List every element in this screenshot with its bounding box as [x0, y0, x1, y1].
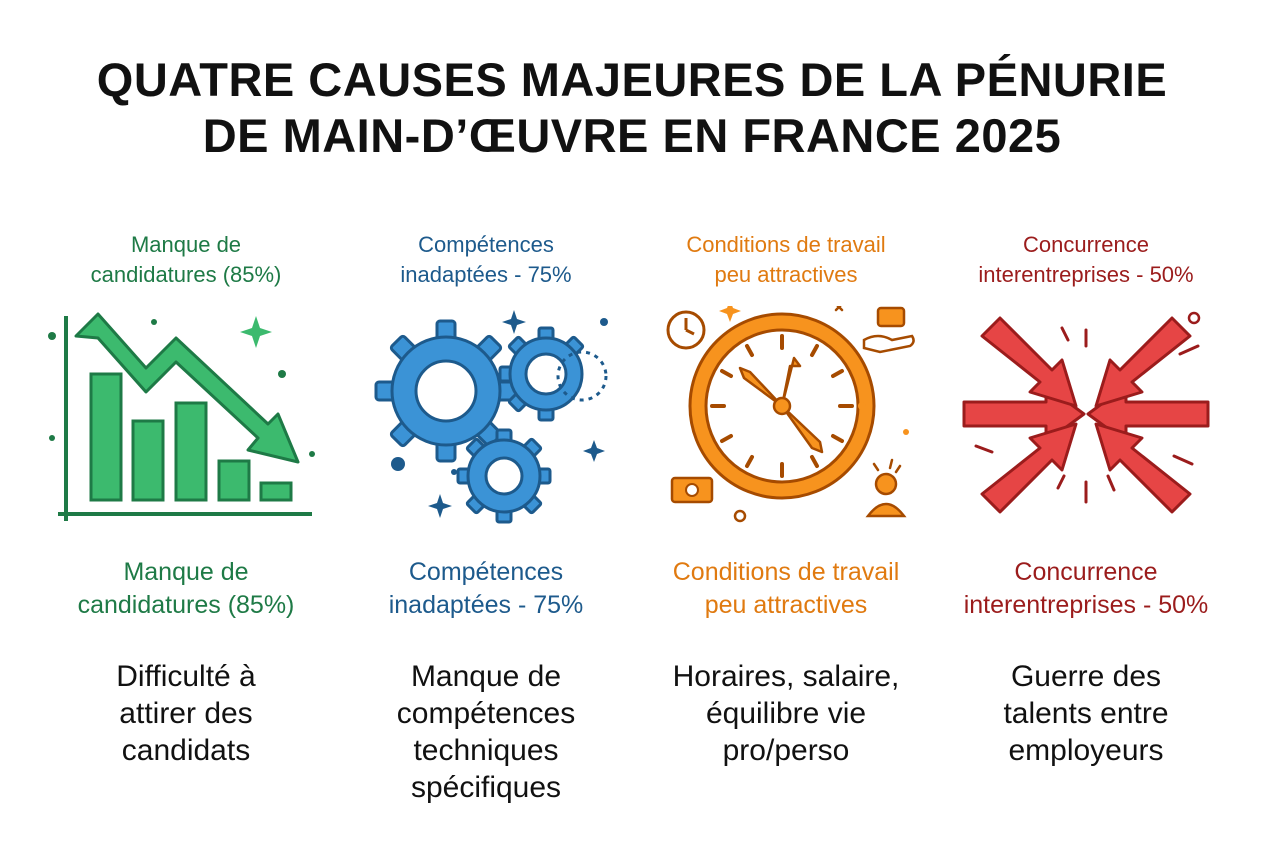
top-label-line: Concurrence	[1023, 232, 1149, 257]
label-line: Concurrence	[1014, 558, 1158, 586]
cause-description: Difficulté à attirer des candidats	[36, 658, 336, 769]
description-line: attirer des	[119, 697, 253, 730]
converging-arrows-icon	[962, 311, 1210, 514]
title-line-1: QUATRE CAUSES MAJEURES DE LA PÉNURIE	[96, 53, 1168, 106]
description-line: spécifiques	[410, 771, 562, 804]
cause-top-label: Compétences inadaptées - 75%	[336, 230, 636, 290]
label-line: interentreprises - 50%	[963, 591, 1209, 619]
description-line: talents entre	[1003, 697, 1169, 730]
top-label-line: Compétences	[418, 232, 554, 257]
gears-icon	[374, 310, 608, 524]
cause-column-conditions: Conditions de travail peu attractives	[636, 226, 936, 826]
cause-column-candidatures: Manque de candidatures (85%) Manque de c…	[36, 226, 336, 826]
top-label-line: candidatures (85%)	[90, 262, 282, 287]
label-line: inadaptées - 75%	[388, 591, 584, 619]
description-line: employeurs	[1008, 734, 1164, 767]
label-line: Compétences	[408, 558, 564, 586]
description-line: techniques	[413, 734, 559, 767]
description-line: pro/perso	[722, 734, 850, 767]
page-title: QUATRE CAUSES MAJEURES DE LA PÉNURIE DE …	[0, 52, 1264, 164]
top-label-line: inadaptées - 75%	[400, 262, 572, 287]
cause-top-label: Conditions de travail peu attractives	[636, 230, 936, 290]
description-line: compétences	[396, 697, 576, 730]
description-line: Guerre des	[1010, 660, 1162, 693]
top-label-line: peu attractives	[714, 262, 858, 287]
title-line-2: DE MAIN-D’ŒUVRE EN FRANCE 2025	[202, 109, 1062, 162]
cause-top-label: Concurrence interentreprises - 50%	[936, 230, 1236, 290]
cause-top-label: Manque de candidatures (85%)	[36, 230, 336, 290]
cause-description: Horaires, salaire, équilibre vie pro/per…	[636, 658, 936, 769]
cause-label: Manque de candidatures (85%)	[36, 556, 336, 622]
cause-column-concurrence: Concurrence interentreprises - 50%	[936, 226, 1236, 826]
cause-column-competences: Compétences inadaptées - 75%	[336, 226, 636, 826]
top-label-line: Manque de	[130, 232, 242, 257]
cause-label: Compétences inadaptées - 75%	[336, 556, 636, 622]
label-line: Manque de	[123, 558, 249, 586]
label-line: peu attractives	[704, 591, 868, 619]
label-line: Conditions de travail	[672, 558, 900, 586]
cause-description: Guerre des talents entre employeurs	[936, 658, 1236, 769]
label-line: candidatures (85%)	[77, 591, 295, 619]
declining-bar-chart-icon	[48, 312, 315, 521]
clock-icon	[666, 306, 915, 523]
cause-label: Concurrence interentreprises - 50%	[936, 556, 1236, 622]
top-label-line: Conditions de travail	[686, 232, 886, 257]
description-line: candidats	[121, 734, 251, 767]
cause-description: Manque de compétences techniques spécifi…	[336, 658, 636, 806]
description-line: Horaires, salaire,	[672, 660, 900, 693]
description-line: Manque de	[410, 660, 562, 693]
cause-label: Conditions de travail peu attractives	[636, 556, 936, 622]
description-line: équilibre vie	[705, 697, 867, 730]
description-line: Difficulté à	[116, 660, 256, 693]
top-label-line: interentreprises - 50%	[978, 262, 1194, 287]
